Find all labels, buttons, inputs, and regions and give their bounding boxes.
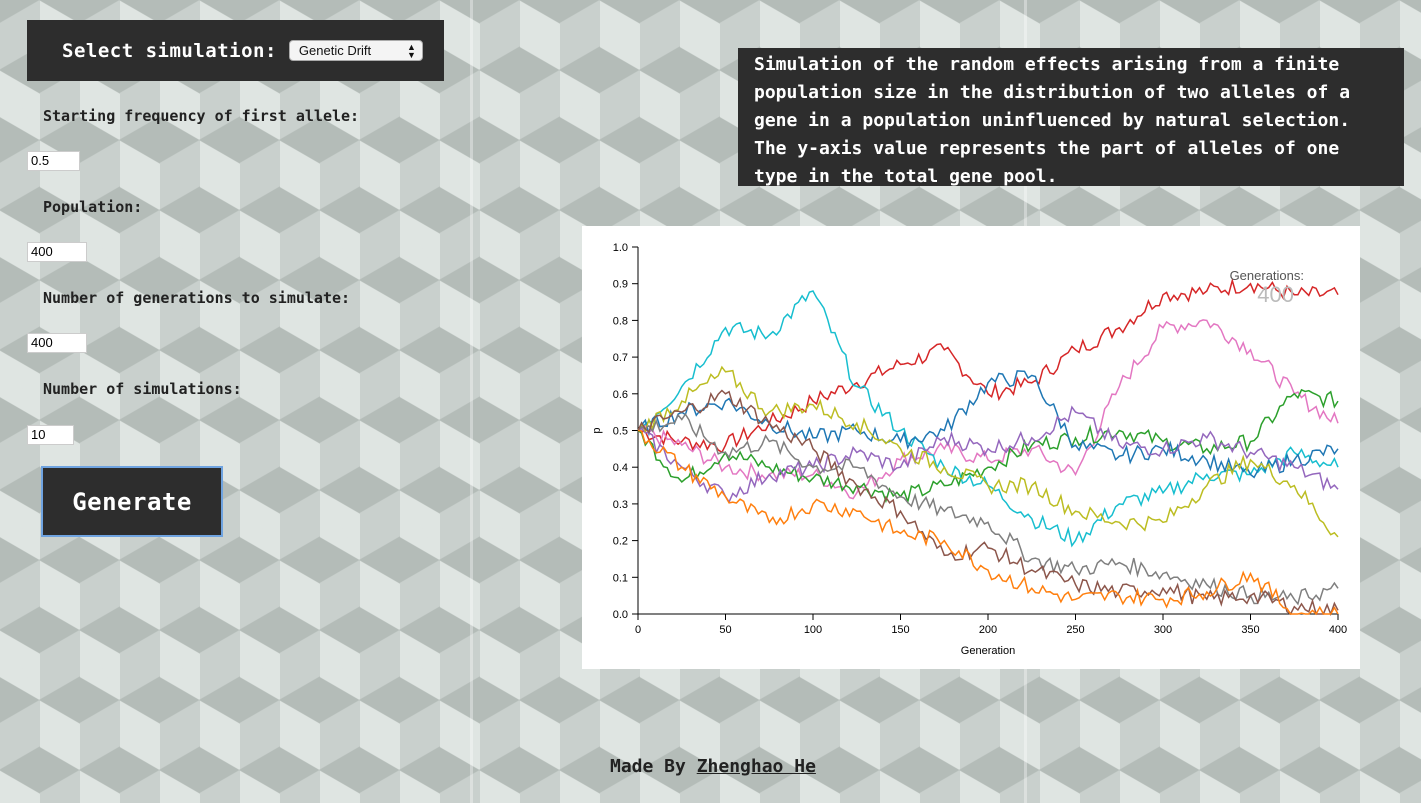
y-tick-label: 0.9 — [613, 279, 628, 291]
x-tick-label: 0 — [635, 624, 641, 636]
y-tick-label: 0.0 — [613, 609, 628, 621]
y-tick-label: 0.8 — [613, 315, 628, 327]
series-line-6 — [637, 405, 1339, 504]
simulation-select-value: Genetic Drift — [298, 43, 372, 58]
footer-prefix: Made By — [610, 756, 686, 777]
author-link[interactable]: Zhenghao He — [696, 756, 816, 777]
series-line-8 — [637, 412, 1339, 606]
generations-annotation-label: Generations: — [1230, 268, 1304, 283]
simulation-select[interactable]: Genetic Drift ▲ ▼ — [288, 40, 423, 61]
x-tick-label: 250 — [1066, 624, 1084, 636]
y-tick-label: 0.7 — [613, 352, 628, 364]
y-tick-label: 0.3 — [613, 499, 628, 511]
population-input[interactable]: 400 — [27, 242, 87, 262]
x-tick-label: 350 — [1241, 624, 1259, 636]
series-line-5 — [637, 370, 1339, 479]
y-tick-label: 0.5 — [613, 426, 628, 438]
x-tick-label: 300 — [1154, 624, 1172, 636]
drift-chart: 0.0 0.1 0.2 0.3 0.4 0.5 0.6 0.7 0.8 0.9 1.0 0 50 100 1… — [591, 242, 1347, 657]
y-tick-label: 1.0 — [613, 242, 628, 254]
panel-seam — [470, 0, 473, 803]
x-tick-label: 150 — [891, 624, 909, 636]
generations-input[interactable]: 400 — [27, 333, 87, 353]
series-line-7 — [637, 365, 1339, 538]
y-tick-label: 0.1 — [613, 572, 628, 584]
series-line-3 — [637, 388, 1339, 505]
y-tick-label: 0.6 — [613, 389, 628, 401]
simulation-select-panel: Select simulation: Genetic Drift ▲ ▼ — [27, 20, 444, 81]
y-tick-label: 0.2 — [613, 536, 628, 548]
x-tick-label: 50 — [719, 624, 731, 636]
x-tick-label: 200 — [979, 624, 997, 636]
footer: Made By Zhenghao He — [610, 756, 816, 777]
series-line-4 — [637, 290, 1339, 548]
y-axis-label: p — [591, 427, 603, 433]
description-box: Simulation of the random effects arising… — [738, 48, 1404, 187]
generations-annotation-value: 400 — [1257, 282, 1294, 307]
series-line-9 — [637, 389, 1339, 617]
x-tick-label: 400 — [1329, 624, 1347, 636]
series-line-1 — [637, 277, 1339, 454]
x-axis-label: Generation — [961, 645, 1015, 657]
select-arrows-icon: ▲ ▼ — [406, 41, 416, 60]
start-frequency-input[interactable]: 0.5 — [27, 151, 80, 171]
select-simulation-label: Select simulation: — [62, 39, 277, 62]
series-line-10 — [637, 429, 1339, 616]
population-label: Population: — [43, 198, 143, 216]
y-tick-label: 0.4 — [613, 462, 628, 474]
generations-label: Number of generations to simulate: — [43, 289, 351, 307]
simulations-input[interactable]: 10 — [27, 425, 74, 445]
series-line-2 — [637, 319, 1339, 500]
generate-button[interactable]: Generate — [41, 466, 223, 537]
simulations-label: Number of simulations: — [43, 380, 242, 398]
start-frequency-label: Starting frequency of first allele: — [43, 107, 360, 125]
x-tick-label: 100 — [804, 624, 822, 636]
chart-card: 0.0 0.1 0.2 0.3 0.4 0.5 0.6 0.7 0.8 0.9 1.0 0 50 100 1… — [582, 226, 1360, 669]
